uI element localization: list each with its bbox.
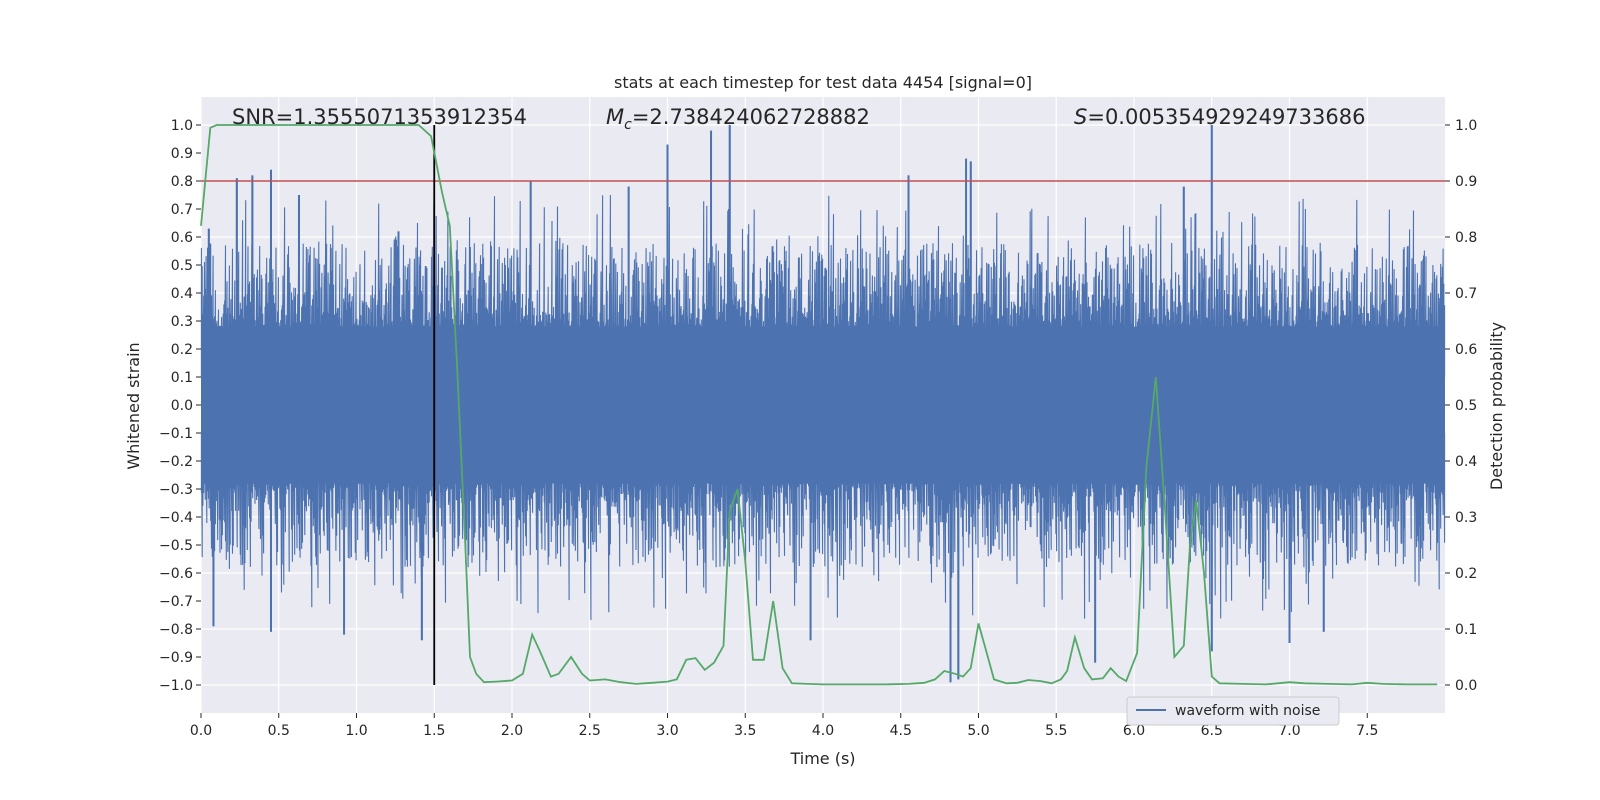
y2-tick-label: 0.6 <box>1455 342 1477 358</box>
x-axis-ticks: 0.0 0.5 1.0 1.5 2.0 2.5 3.0 3.5 4.0 4.5 5.0 5.5 6.0 6… <box>190 713 1378 739</box>
chirp-mass-symbol: M <box>606 105 624 129</box>
y2-tick-label: 0.2 <box>1455 566 1477 582</box>
x-tick-label: 1.5 <box>423 723 445 739</box>
y-tick-label: −0.2 <box>159 454 193 470</box>
y-tick-label: 0.4 <box>171 286 193 302</box>
y-tick-label: −0.6 <box>159 566 193 582</box>
x-tick-label: 3.5 <box>734 723 756 739</box>
s-statistic-value: =0.005354929249733686 <box>1087 105 1365 129</box>
x-tick-label: 0.5 <box>268 723 290 739</box>
y-tick-label: −0.5 <box>159 538 193 554</box>
y2-tick-label: 0.3 <box>1455 510 1477 526</box>
y-tick-label: 0.2 <box>171 342 193 358</box>
s-statistic-annotation: S=0.005354929249733686 <box>1074 105 1365 129</box>
y2-tick-label: 0.8 <box>1455 230 1477 246</box>
y-tick-label: −0.1 <box>159 426 193 442</box>
x-tick-label: 4.0 <box>812 723 834 739</box>
y-tick-label: −0.3 <box>159 482 193 498</box>
y-tick-label: −0.4 <box>159 510 193 526</box>
legend-box <box>1126 696 1340 726</box>
waveform-upper-envelope <box>200 124 1446 378</box>
y2-axis-label: Detection probability <box>1487 322 1506 490</box>
chart-title: stats at each timestep for test data 445… <box>614 73 1032 92</box>
chirp-mass-annotation: Mc=2.738424062728882 <box>606 105 870 133</box>
y2-tick-label: 0.1 <box>1455 622 1477 638</box>
x-axis-label: Time (s) <box>789 749 855 768</box>
x-tick-label: 6.5 <box>1201 723 1223 739</box>
x-tick-label: 6.0 <box>1123 723 1145 739</box>
s-statistic-symbol: S <box>1074 105 1087 129</box>
y-axis-label: Whitened strain <box>124 342 143 469</box>
x-tick-label: 2.0 <box>501 723 523 739</box>
legend-label-waveform: waveform with noise <box>1175 703 1320 719</box>
y-tick-label: 1.0 <box>171 118 193 134</box>
x-tick-label: 7.5 <box>1356 723 1378 739</box>
y-tick-label: −0.7 <box>159 594 193 610</box>
y-tick-label: 0.3 <box>171 314 193 330</box>
y-tick-label: 0.9 <box>171 146 193 162</box>
x-tick-label: 5.5 <box>1045 723 1067 739</box>
y-tick-label: 0.0 <box>171 398 193 414</box>
y2-tick-label: 0.7 <box>1455 286 1477 302</box>
y2-tick-label: 0.9 <box>1455 174 1477 190</box>
x-tick-label: 3.0 <box>656 723 678 739</box>
y2-tick-label: 0.0 <box>1455 678 1477 694</box>
chirp-mass-value: =2.738424062728882 <box>632 105 870 129</box>
detection-probability-line <box>200 124 1438 686</box>
chirp-mass-subscript: c <box>624 117 632 133</box>
right-y-axis-ticks: 1.0 0.9 0.8 0.7 0.6 0.5 0.4 0.3 0.2 0.1 0.0 <box>1445 118 1477 694</box>
y-tick-label: 0.1 <box>171 370 193 386</box>
snr-annotation: SNR=1.3555071353912354 <box>232 105 527 129</box>
y-tick-label: −0.9 <box>159 650 193 666</box>
x-tick-label: 7.0 <box>1278 723 1300 739</box>
left-y-axis-ticks: 1.0 0.9 0.8 0.7 0.6 0.5 0.4 0.3 0.2 0.1 0.0 −0.1 −0.… <box>159 118 201 694</box>
y2-tick-label: 0.5 <box>1455 398 1477 414</box>
y-tick-label: −1.0 <box>159 678 193 694</box>
waveform-series <box>200 124 1446 683</box>
x-tick-label: 5.0 <box>967 723 989 739</box>
y-tick-label: 0.5 <box>171 258 193 274</box>
y2-tick-label: 1.0 <box>1455 118 1477 134</box>
x-tick-label: 1.0 <box>345 723 367 739</box>
y-tick-label: −0.8 <box>159 622 193 638</box>
x-tick-label: 0.0 <box>190 723 212 739</box>
y-tick-label: 0.7 <box>171 202 193 218</box>
y-tick-label: 0.6 <box>171 230 193 246</box>
waveform-lower-envelope <box>200 432 1446 683</box>
legend: waveform with noise <box>1126 696 1340 726</box>
x-tick-label: 2.5 <box>579 723 601 739</box>
x-tick-label: 4.5 <box>890 723 912 739</box>
y-tick-label: 0.8 <box>171 174 193 190</box>
y2-tick-label: 0.4 <box>1455 454 1477 470</box>
